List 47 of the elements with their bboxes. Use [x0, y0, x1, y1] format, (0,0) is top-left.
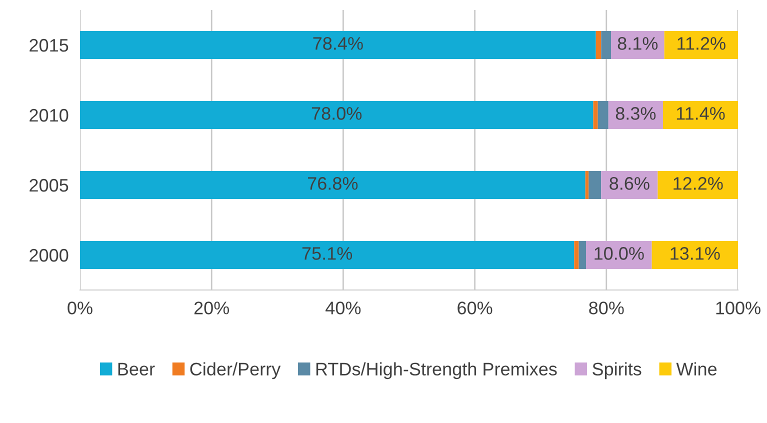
data-label: 78.4%: [313, 37, 363, 50]
bar: [80, 31, 596, 59]
legend-label: Wine: [676, 362, 717, 376]
data-label: 12.2%: [674, 177, 723, 190]
bar: [608, 101, 663, 129]
legend-label: Cider/Perry: [190, 362, 281, 380]
legend-label: Beer: [118, 362, 155, 376]
data-label: 78.0%: [312, 107, 362, 120]
y-tick-label: 2000: [30, 248, 68, 262]
data-label: 8.1%: [618, 37, 658, 50]
bar: [578, 241, 586, 269]
x-tick-label: 40%: [326, 302, 361, 314]
data-label: 13.1%: [670, 247, 720, 260]
bar: [588, 171, 602, 199]
bar: [596, 31, 602, 59]
data-label: 75.1%: [302, 247, 352, 260]
bar: [574, 241, 579, 269]
bar: [585, 171, 589, 199]
bar: [611, 31, 664, 59]
x-tick-label: 60%: [458, 302, 492, 314]
legend-label: Spirits: [592, 362, 642, 380]
x-tick-label: 100%: [716, 302, 760, 314]
legend-label: RTDs/High-Strength Premixes: [316, 362, 557, 380]
y-tick-label: 2005: [30, 178, 68, 192]
data-label: 8.3%: [616, 107, 656, 120]
data-label: 11.4%: [676, 107, 725, 120]
bar: [664, 31, 738, 59]
bar: [662, 101, 738, 129]
bar: [601, 171, 658, 199]
bar: [598, 101, 608, 129]
bar: [586, 241, 652, 269]
x-tick-label: 20%: [194, 302, 230, 314]
bar: [80, 241, 574, 269]
bar: [658, 171, 738, 199]
bar: [652, 241, 738, 269]
bar: [80, 171, 586, 199]
bar: [80, 101, 594, 129]
data-label: 8.6%: [610, 177, 650, 190]
y-tick-label: 2010: [30, 108, 68, 122]
bar: [601, 31, 612, 59]
data-label: 76.8%: [308, 177, 358, 190]
data-label: 11.2%: [678, 37, 726, 50]
data-label: 10.0%: [594, 247, 644, 260]
bar: [593, 101, 598, 129]
y-tick-label: 2015: [30, 38, 68, 52]
x-tick-label: 0%: [68, 302, 92, 314]
x-tick-label: 80%: [589, 302, 624, 314]
